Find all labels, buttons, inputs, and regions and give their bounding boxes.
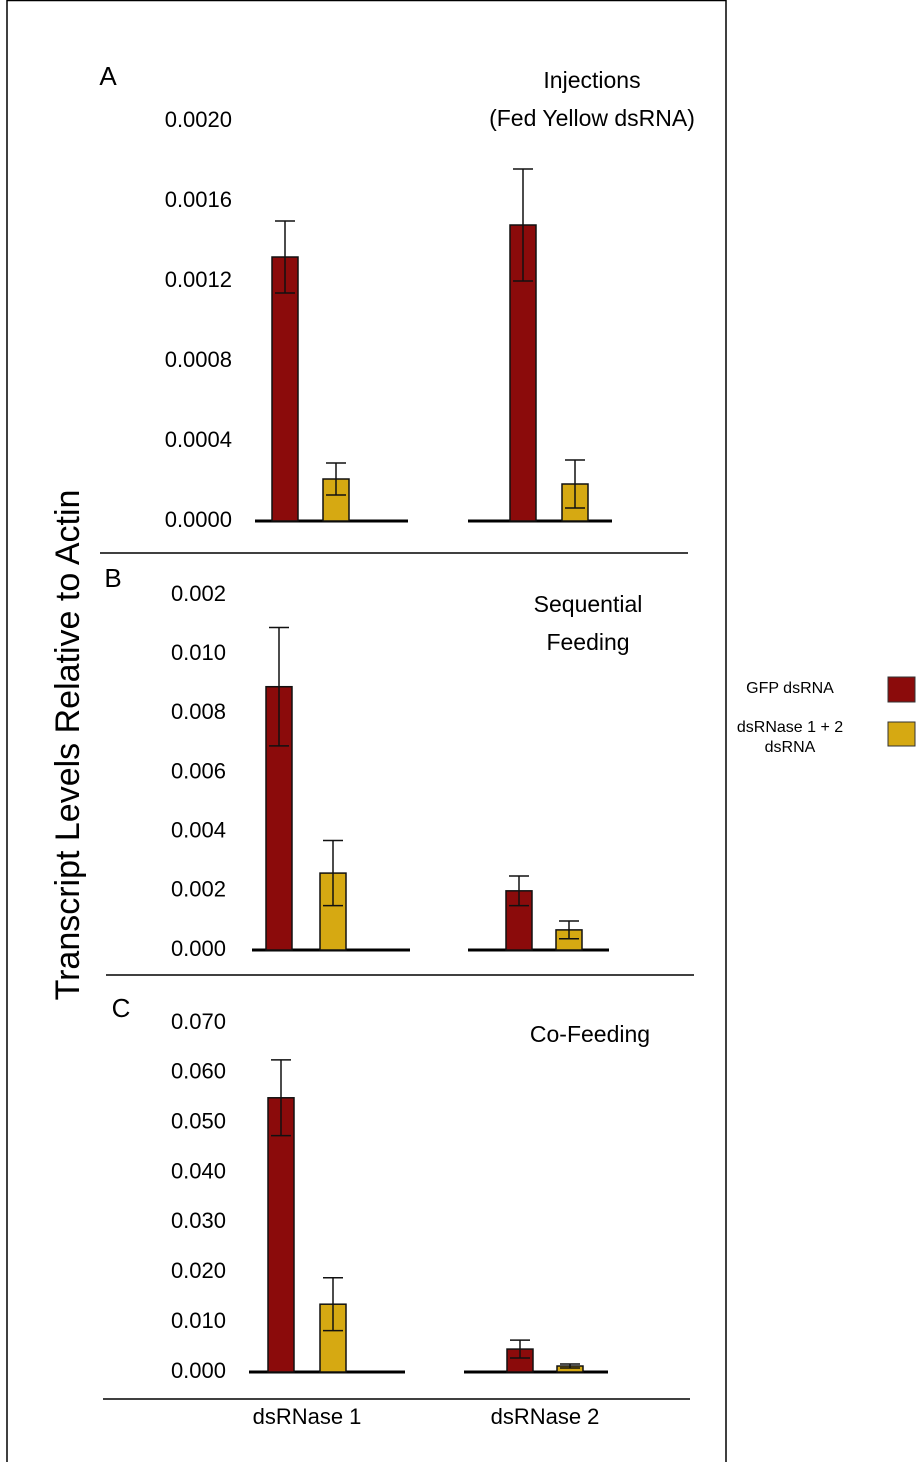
y-tick-label: 0.002 xyxy=(171,877,226,902)
legend-label: GFP dsRNA xyxy=(746,680,834,697)
y-tick-label: 0.030 xyxy=(171,1208,226,1233)
y-tick-label: 0.000 xyxy=(171,1358,226,1383)
y-tick-label: 0.010 xyxy=(171,640,226,665)
x-tick-label: dsRNase 2 xyxy=(491,1404,600,1429)
panel-title: Sequential xyxy=(534,591,643,617)
legend-label: dsRNase 1 + 2 dsRNA xyxy=(736,719,844,756)
panel-letter: B xyxy=(104,563,121,593)
y-tick-label: 0.070 xyxy=(171,1009,226,1034)
y-tick-label: 0.0008 xyxy=(165,347,232,372)
legend-swatch xyxy=(887,676,916,703)
bar xyxy=(267,1097,295,1373)
y-tick-label: 0.050 xyxy=(171,1109,226,1134)
frame xyxy=(6,0,727,1462)
y-tick-label: 0.060 xyxy=(171,1059,226,1084)
panel-letter: A xyxy=(99,61,117,91)
panel-title: (Fed Yellow dsRNA) xyxy=(489,105,695,131)
panel-title: Co-Feeding xyxy=(530,1021,650,1047)
y-tick-label: 0.020 xyxy=(171,1258,226,1283)
y-tick-label: 0.0000 xyxy=(165,507,232,532)
panel-title: Feeding xyxy=(546,629,629,655)
y-tick-label: 0.008 xyxy=(171,699,226,724)
y-tick-label: 0.004 xyxy=(171,817,226,842)
y-tick-label: 0.010 xyxy=(171,1308,226,1333)
bar xyxy=(271,256,299,522)
y-tick-label: 0.040 xyxy=(171,1158,226,1183)
y-tick-label: 0.0016 xyxy=(165,187,232,212)
y-tick-label: 0.0004 xyxy=(165,427,232,452)
panel-title: Injections xyxy=(543,67,640,93)
legend-swatch xyxy=(887,721,916,747)
y-tick-label: 0.000 xyxy=(171,936,226,961)
y-tick-label: 0.006 xyxy=(171,758,226,783)
panel-letter: C xyxy=(112,993,131,1023)
y-tick-label: 0.0020 xyxy=(165,107,232,132)
x-tick-label: dsRNase 1 xyxy=(253,1404,362,1429)
y-axis-label: Transcript Levels Relative to Actin xyxy=(49,490,87,1001)
y-tick-label: 0.002 xyxy=(171,581,226,606)
y-tick-label: 0.0012 xyxy=(165,267,232,292)
